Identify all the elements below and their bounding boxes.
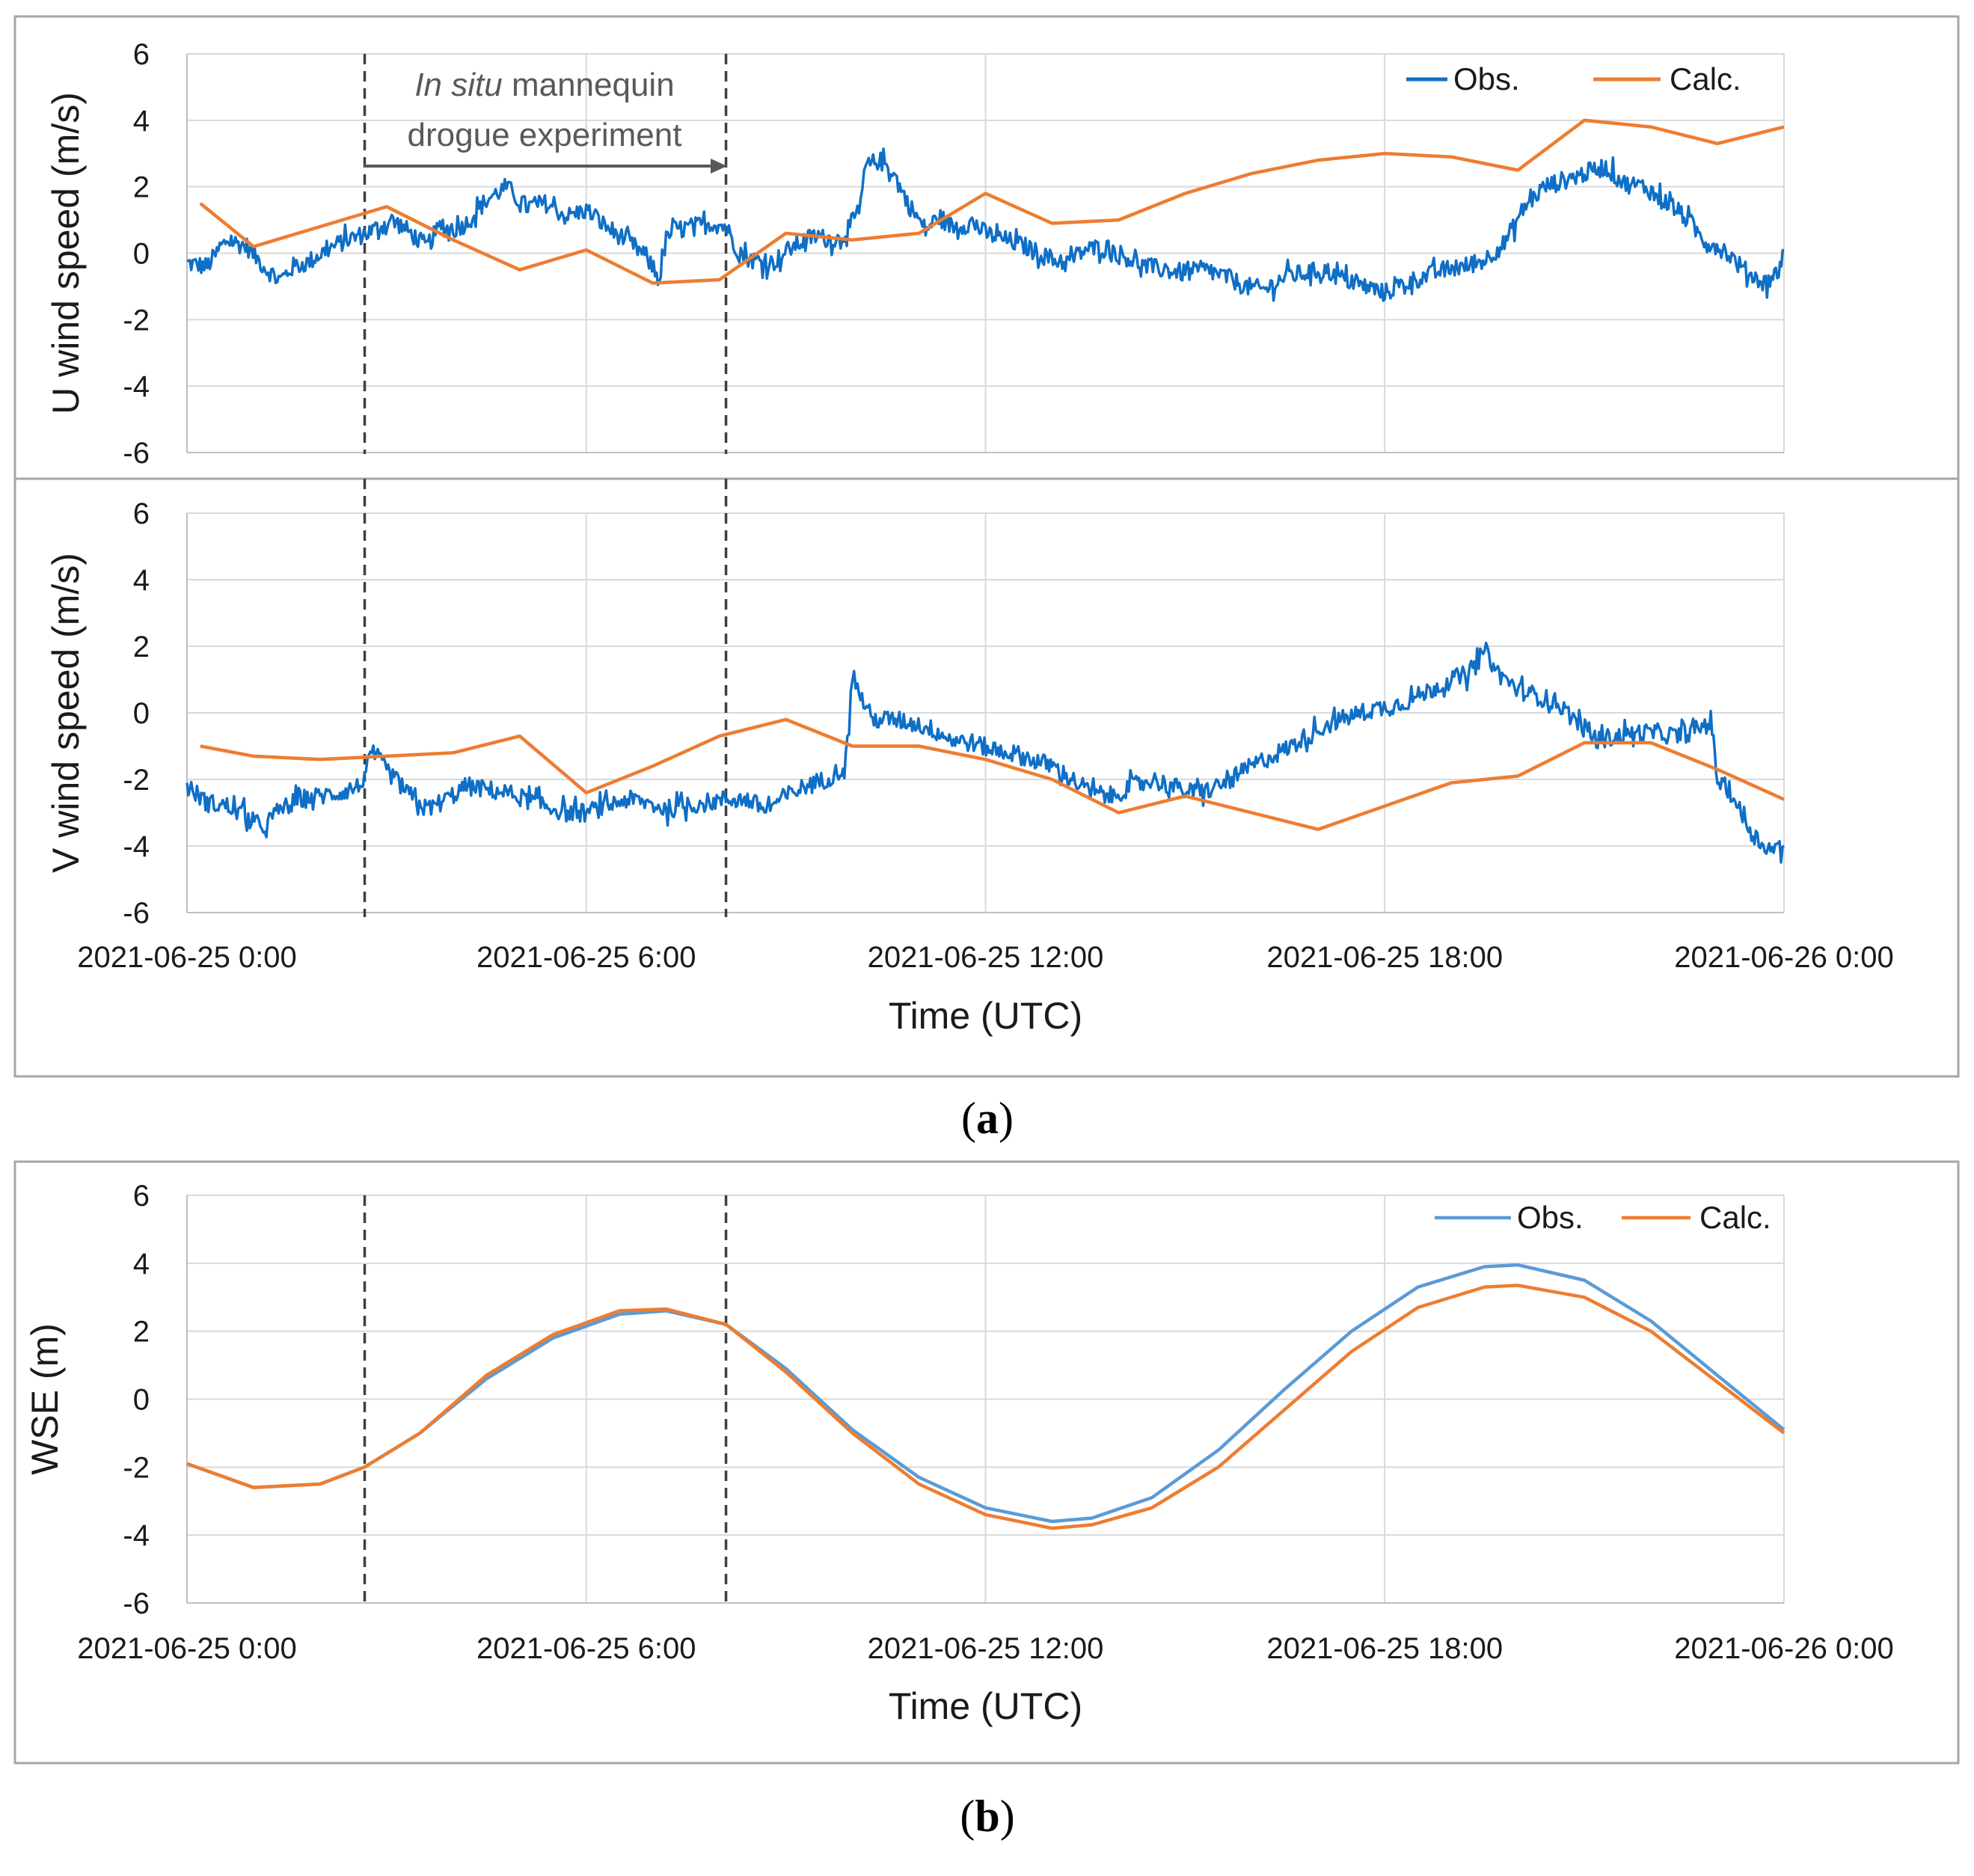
y-tick-label: 2	[133, 631, 150, 663]
x-tick-label: 2021-06-26 0:00	[1674, 941, 1894, 974]
series-line-calc	[199, 118, 1785, 285]
wse-chart: -6 -4 -2 0 2 4 6 2021-06-25 0:00 2021-06-25 6:00…	[24, 1180, 1894, 1727]
panel-label-a: (a)	[961, 1094, 1014, 1143]
y-tick-label: -6	[123, 897, 150, 930]
legend-label-obs: Obs.	[1453, 61, 1520, 96]
y-axis-title: WSE (m)	[24, 1323, 66, 1475]
experiment-annotation: In situ mannequin drogue experiment	[364, 67, 727, 174]
y-tick-label: 4	[133, 105, 150, 138]
series-line-obs	[186, 641, 1785, 864]
panel-b-frame	[13, 1160, 1960, 1765]
y-tick-label: -2	[123, 764, 150, 797]
legend-label-obs: Obs.	[1517, 1200, 1584, 1235]
legend: Obs. Calc.	[1406, 61, 1741, 96]
x-tick-label: 2021-06-25 12:00	[868, 1632, 1104, 1665]
x-axis-title: Time (UTC)	[889, 1685, 1082, 1727]
panel-a-frame	[13, 15, 1960, 1078]
y-tick-label: 6	[133, 38, 150, 71]
y-tick-label: -4	[123, 370, 150, 403]
x-tick-label: 2021-06-25 12:00	[868, 941, 1104, 974]
y-tick-label: 4	[133, 564, 150, 597]
panel-label-b: (b)	[960, 1791, 1014, 1841]
y-tick-label: 2	[133, 1316, 150, 1349]
y-tick-label: 0	[133, 238, 150, 271]
y-tick-label: 2	[133, 171, 150, 204]
series-line-calc	[186, 1284, 1786, 1530]
y-tick-label: 4	[133, 1248, 150, 1281]
series-line-calc	[200, 717, 1785, 832]
y-axis-title: U wind speed (m/s)	[45, 92, 87, 414]
v-wind-chart: -6 -4 -2 0 2 4 6 2021-06-25 0:00 2021-06-25 6:00…	[45, 479, 1894, 1037]
x-axis-title: Time (UTC)	[889, 995, 1082, 1037]
x-tick-label: 2021-06-26 0:00	[1674, 1632, 1894, 1665]
annotation-line-2: drogue experiment	[408, 117, 682, 153]
y-tick-label: -6	[123, 437, 150, 470]
y-tick-label: 6	[133, 1180, 150, 1213]
y-tick-label: -2	[123, 304, 150, 337]
annotation-arrow-head	[711, 159, 727, 174]
x-tick-label: 2021-06-25 6:00	[476, 941, 696, 974]
x-tick-label: 2021-06-25 0:00	[77, 941, 297, 974]
y-axis-title: V wind speed (m/s)	[45, 553, 87, 873]
y-tick-label: -4	[123, 1519, 150, 1552]
y-tick-label: -4	[123, 830, 150, 863]
legend-label-calc: Calc.	[1670, 61, 1741, 96]
x-tick-label: 2021-06-25 18:00	[1266, 1632, 1503, 1665]
legend-label-calc: Calc.	[1699, 1200, 1771, 1235]
y-tick-label: -6	[123, 1587, 150, 1620]
x-tick-label: 2021-06-25 18:00	[1266, 941, 1503, 974]
y-tick-label: 0	[133, 697, 150, 730]
y-tick-label: 6	[133, 497, 150, 530]
series-line-obs	[186, 147, 1785, 302]
x-tick-label: 2021-06-25 6:00	[476, 1632, 696, 1665]
annotation-line-1: In situ mannequin	[414, 67, 674, 103]
y-tick-label: -2	[123, 1451, 150, 1484]
u-wind-chart: -6 -4 -2 0 2 4 6 U wind speed (m/s) Obs. Calc.	[45, 38, 1785, 470]
x-tick-label: 2021-06-25 0:00	[77, 1632, 297, 1665]
legend: Obs. Calc.	[1435, 1200, 1771, 1235]
y-tick-label: 0	[133, 1384, 150, 1417]
